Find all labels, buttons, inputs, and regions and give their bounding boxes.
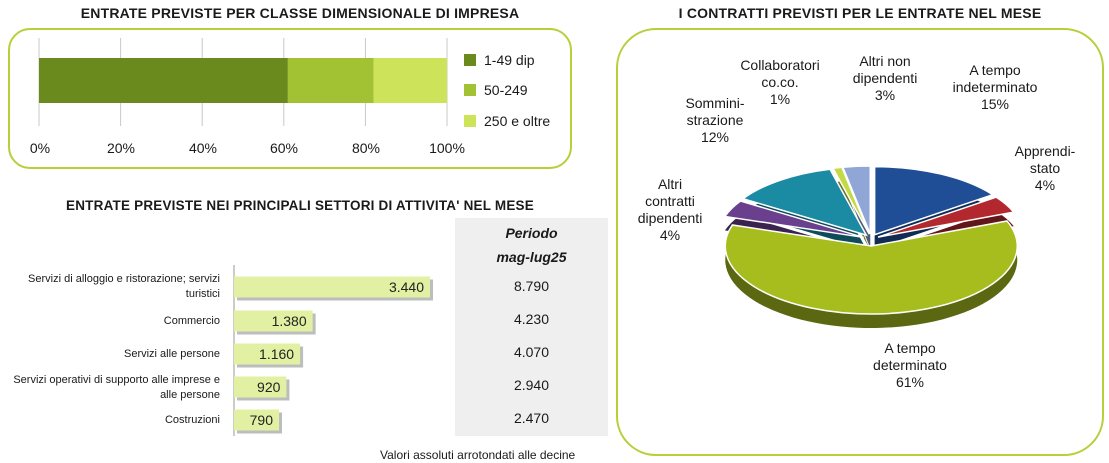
bar-value-label: 1.160 (259, 346, 294, 362)
sector-bar (234, 376, 287, 398)
bar-value-label: 920 (257, 379, 281, 395)
pie-slice (723, 200, 864, 239)
pie-label-somministrazione: Sommini-strazione 12% (685, 95, 745, 145)
pie-slice (873, 165, 995, 236)
chart-title-settori: ENTRATE PREVISTE NEI PRINCIPALI SETTORI … (66, 198, 534, 213)
period-value: 2.470 (513, 410, 550, 426)
sector-bar (234, 343, 301, 365)
period-value: 8.790 (513, 278, 550, 294)
legend-swatch (464, 84, 476, 96)
legend-item-250-oltre: 250 e oltre (464, 113, 550, 129)
bar-segment (373, 58, 447, 103)
sector-label: Servizi di alloggio e ristorazione; serv… (28, 273, 220, 300)
x-tick: 60% (269, 140, 299, 156)
sector-label: Commercio (163, 315, 220, 327)
period-value: 2.940 (513, 377, 550, 393)
pie-slice (741, 168, 868, 237)
period-value: 4.070 (513, 344, 550, 360)
footnote: Valori assoluti arrotondati alle decine (380, 448, 576, 462)
pie-label-altri-non: Altri non dipendenti 3% (852, 53, 918, 103)
sector-bar (234, 310, 313, 332)
legend-item-50-249: 50-249 (464, 82, 528, 98)
bar-segment (287, 58, 374, 103)
x-tick: 40% (188, 140, 218, 156)
pie-slice (831, 166, 870, 235)
pie-label-indeterminato: A tempo indeterminato 15% (952, 62, 1038, 112)
period-column (455, 218, 608, 436)
legend-label: 1-49 dip (484, 52, 535, 68)
bar-segment (39, 58, 288, 103)
pie-label-collaboratori: Collaboratori co.co. 1% (740, 57, 820, 107)
sector-label: Servizi alle persone (124, 348, 220, 360)
x-tick: 80% (351, 140, 381, 156)
chart-title-contratti: I CONTRATTI PREVISTI PER LE ENTRATE NEL … (678, 5, 1042, 21)
x-tick: 100% (429, 140, 465, 156)
x-tick: 20% (106, 140, 136, 156)
legend-label: 50-249 (484, 82, 528, 98)
bar-value-label: 1.380 (272, 313, 307, 329)
legend-swatch (464, 115, 476, 127)
contratti-pie-chart (723, 165, 1018, 328)
pie-label-apprendistato: Apprendi-stato 4% (1014, 143, 1076, 193)
pie-slice (877, 196, 1016, 238)
bar-value-label: 790 (250, 412, 274, 428)
period-header-line2: mag-lug25 (496, 249, 567, 265)
chart-title-classe: ENTRATE PREVISTE PER CLASSE DIMENSIONALE… (80, 5, 520, 21)
sector-label: Costruzioni (164, 414, 220, 426)
sector-bar (234, 409, 280, 431)
pie-slice (724, 220, 1018, 315)
bar-value-label: 3.440 (389, 279, 424, 295)
x-tick: 0% (29, 140, 51, 156)
pie-label-determinato: A tempo determinato 61% (873, 340, 947, 390)
sector-label: Servizi operativi di supporto alle impre… (13, 374, 220, 401)
legend-item-1-49: 1-49 dip (464, 52, 535, 68)
period-value: 4.230 (513, 311, 550, 327)
sector-bar (234, 276, 430, 298)
legend-swatch (464, 54, 476, 66)
pie-label-altri-contratti: Altri contratti dipendenti 4% (637, 176, 703, 243)
legend-label: 250 e oltre (484, 113, 551, 129)
period-header-line1: Periodo (505, 225, 558, 241)
sector-bar-chart: 3.440 1.380 1.160 920 790 (233, 265, 433, 436)
classe-stacked-bar: 1-49 dip 50-249 250 e oltre (8, 28, 568, 165)
pie-slice (841, 165, 871, 235)
